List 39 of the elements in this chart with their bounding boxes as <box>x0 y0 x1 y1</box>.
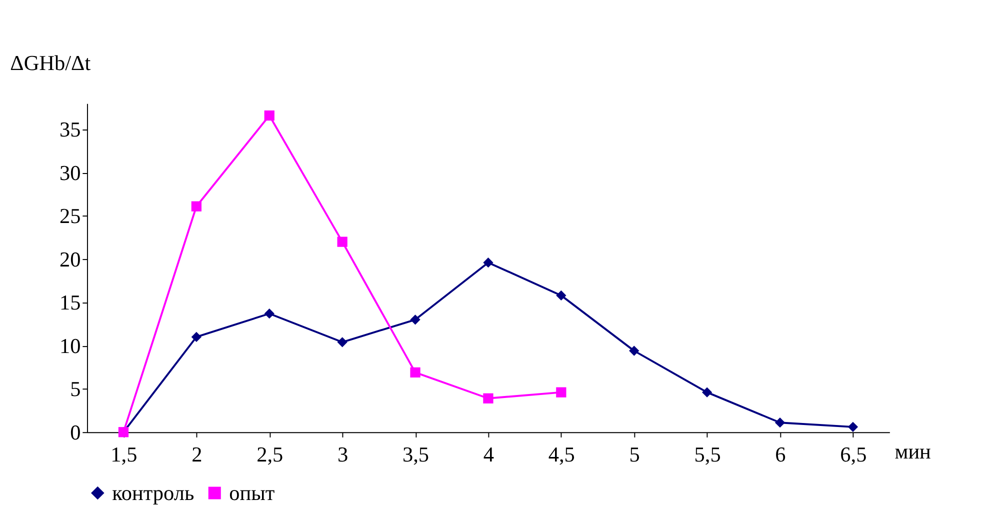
point <box>337 236 348 247</box>
x-axis-title: мин <box>894 440 931 464</box>
x-tick-label: 2,5 <box>256 442 284 467</box>
y-tick-label: 15 <box>59 290 81 315</box>
point <box>264 110 274 121</box>
point <box>410 367 420 378</box>
x-tick-label: 2 <box>192 442 202 467</box>
legend-label: опыт <box>229 480 275 505</box>
x-tick-label: 6 <box>775 442 786 467</box>
point <box>483 393 494 404</box>
x-tick-label: 5 <box>629 442 640 467</box>
x-tick-label: 6,5 <box>840 442 867 467</box>
point <box>774 418 786 428</box>
point <box>264 308 274 319</box>
point <box>410 314 420 325</box>
y-tick-label: 20 <box>59 247 81 272</box>
x-tick-label: 4 <box>483 442 494 467</box>
point <box>191 201 202 212</box>
x-tick-label: 3,5 <box>402 442 430 467</box>
point <box>337 337 348 348</box>
point <box>191 332 202 342</box>
y-tick-label: 0 <box>70 420 81 444</box>
point <box>848 422 858 432</box>
x-tick-label: 5,5 <box>694 442 721 467</box>
x-tick-label: 4,5 <box>548 442 575 467</box>
y-axis-title: ΔGHb/Δt <box>10 51 91 76</box>
point <box>556 290 566 301</box>
y-tick-label: 30 <box>59 160 81 185</box>
x-tick-label: 1,5 <box>110 442 138 467</box>
point <box>702 387 712 398</box>
y-tick-label: 25 <box>59 204 81 228</box>
y-tick-label: 35 <box>59 118 81 142</box>
point <box>629 346 640 356</box>
y-tick-label: 5 <box>70 377 81 402</box>
point <box>483 258 494 268</box>
y-tick-label: 10 <box>59 334 81 358</box>
point <box>556 387 566 398</box>
x-tick-label: 3 <box>337 442 348 467</box>
legend-label: контроль <box>112 480 195 505</box>
